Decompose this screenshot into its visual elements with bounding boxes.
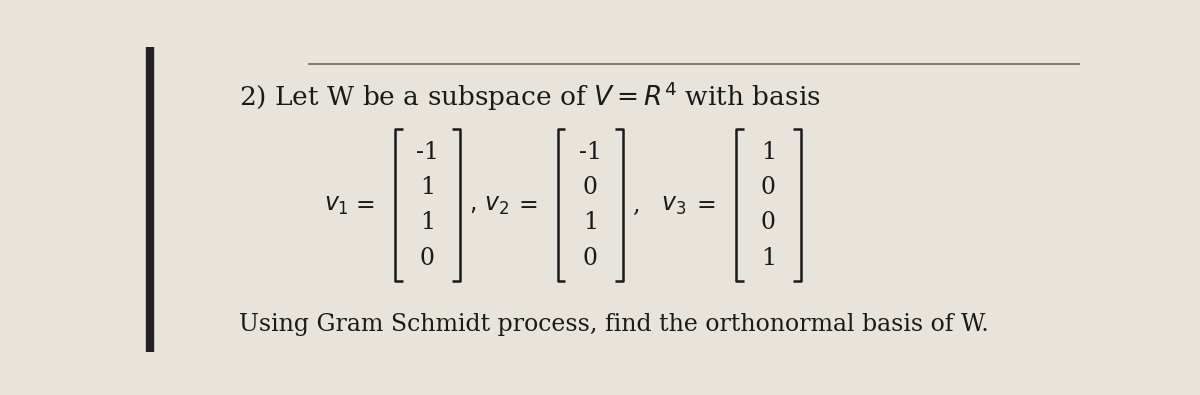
Text: 0: 0 [583,176,598,199]
Text: , $v_2$: , $v_2$ [469,193,509,217]
Text: Using Gram Schmidt process, find the orthonormal basis of W.: Using Gram Schmidt process, find the ort… [239,313,989,336]
Text: =: = [518,194,538,217]
Text: ,: , [632,194,640,217]
Text: 1: 1 [761,141,776,164]
Text: -1: -1 [416,141,439,164]
Text: $v_1$: $v_1$ [324,193,349,217]
Text: 1: 1 [420,176,436,199]
Text: =: = [355,194,376,217]
Text: -1: -1 [578,141,601,164]
Text: =: = [696,194,716,217]
Text: 1: 1 [761,247,776,270]
Text: 1: 1 [420,211,436,235]
Text: 0: 0 [420,247,434,270]
Text: $v_3$: $v_3$ [646,193,686,217]
Text: 0: 0 [583,247,598,270]
Text: 2) Let W be a subspace of $V = R^4$ with basis: 2) Let W be a subspace of $V = R^4$ with… [239,79,821,113]
Text: 0: 0 [761,211,776,235]
Text: 0: 0 [761,176,776,199]
Text: 1: 1 [583,211,598,235]
